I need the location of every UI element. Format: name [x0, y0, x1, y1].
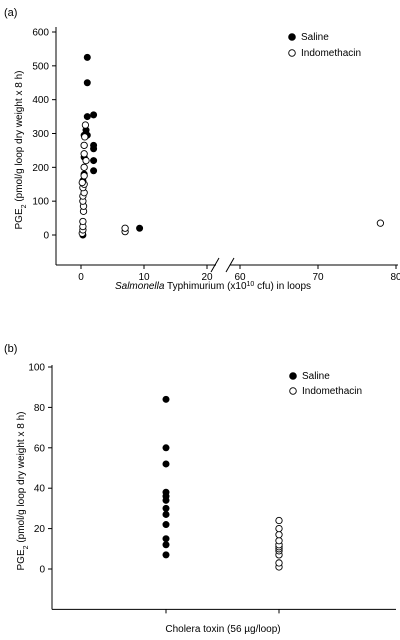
panel-b-points — [162, 395, 283, 571]
panel-b-indomethacin-point — [275, 531, 283, 539]
panel-b-saline-point — [162, 535, 170, 543]
panel-b-y-tick-label: 40 — [34, 484, 46, 495]
panel-a-indomethacin-point — [79, 217, 87, 226]
panel-a-y-axis-label: PGE2 (pmol/g loop dry weight x 8 h) — [14, 71, 28, 230]
panel-a-label: (a) — [4, 7, 17, 19]
panel-a-indomethacin-point — [81, 121, 90, 129]
panel-a-indomethacin-point — [121, 224, 129, 232]
legend-b-saline-label: Saline — [302, 371, 330, 382]
panel-a-x-tick-label: 0 — [78, 272, 84, 283]
panel-a-x-tick-label: 70 — [312, 272, 324, 283]
panel-a-saline-point — [90, 141, 98, 149]
panel-a-axis-break-left — [210, 257, 220, 273]
panel-b-y-tick-label: 60 — [34, 443, 46, 454]
panel-b-y-tick-label: 0 — [39, 565, 45, 576]
panel-b-indomethacin-point — [275, 537, 283, 545]
legend-a-indomethacin-marker — [288, 49, 296, 57]
panel-a-indomethacin-point — [376, 219, 385, 227]
panel-a-saline-point — [90, 167, 98, 175]
panel-b-saline-point — [162, 488, 170, 496]
panel-a-saline-point — [83, 79, 91, 87]
panel-b-saline-point — [162, 460, 170, 468]
panel-b-saline-point — [162, 541, 170, 549]
panel-b-indomethacin-point — [275, 559, 283, 567]
panel-b-indomethacin-point — [275, 516, 283, 525]
panel-a-x-tick-label: 60 — [234, 272, 246, 283]
panel-b-saline-point — [162, 510, 170, 518]
panel-a-saline-point — [83, 113, 91, 121]
panel-a-saline-point — [90, 111, 98, 119]
panel-b-legend: Saline Indomethacin — [289, 371, 362, 397]
panel-b-plot: 0 20 40 60 80 100 — [28, 363, 396, 614]
panel-a-y-tick-label: 500 — [32, 61, 49, 72]
panel-a-x-tick-label: 20 — [201, 272, 213, 283]
panel-b-y-tick-label: 20 — [34, 524, 46, 535]
panel-b-saline-point — [162, 521, 170, 529]
panel-a-axis-break-right — [225, 257, 235, 273]
legend-a-saline-marker — [288, 33, 296, 41]
panel-a-saline-point — [90, 157, 98, 165]
panel-b-saline-point — [162, 551, 170, 559]
panel-a-x-axis-label: Salmonella Typhimurium (x1010 cfu) in lo… — [115, 281, 311, 293]
panel-b-axes: 0 20 40 60 80 100 — [28, 363, 396, 614]
panel-a-x-tick-label: 80 — [390, 272, 400, 283]
legend-b-saline-marker — [289, 372, 297, 380]
panel-b-y-tick-label: 100 — [28, 363, 45, 374]
panel-a-indomethacin-point — [82, 156, 90, 165]
panel-a-indomethacin-point — [81, 133, 89, 141]
panel-b-y-axis-label: PGE2 (pmol/g loop dry weight x 8 h) — [16, 412, 30, 571]
legend-b-indomethacin-marker — [289, 387, 297, 395]
legend-a-saline-label: Saline — [301, 32, 329, 43]
panel-b-x-axis-label: Cholera toxin (56 µg/loop) — [165, 624, 280, 635]
panel-b-saline-point — [162, 504, 170, 512]
panel-a-points — [78, 53, 385, 239]
panel-a-y-tick-label: 300 — [32, 129, 49, 140]
panel-a-x-tick-label: 10 — [138, 272, 150, 283]
panel-a-indomethacin-point — [80, 172, 88, 180]
panel-a-indomethacin-point — [80, 141, 88, 149]
panel-b-y-tick-label: 80 — [34, 403, 46, 414]
panel-a-plot: 0 100 200 300 400 500 600 0 10 20 60 70 80 — [32, 27, 400, 283]
panel-a-y-tick-label: 100 — [32, 197, 49, 208]
panel-b-saline-point — [162, 395, 170, 403]
panel-a-y-tick-label: 0 — [43, 231, 49, 242]
legend-a-indomethacin-label: Indomethacin — [301, 48, 361, 59]
panel-a-indomethacin-point — [78, 178, 86, 187]
panel-b-label: (b) — [4, 343, 17, 355]
legend-b-indomethacin-label: Indomethacin — [302, 386, 362, 397]
panel-a-y-tick-label: 400 — [32, 95, 49, 106]
panel-a-y-tick-label: 600 — [32, 28, 49, 39]
panel-a-y-tick-label: 200 — [32, 163, 49, 174]
panel-a-indomethacin-point — [80, 163, 88, 171]
panel-b-indomethacin-point — [275, 524, 283, 533]
panel-a-saline-point — [83, 53, 91, 61]
panel-a-axes: 0 100 200 300 400 500 600 0 10 20 60 70 80 — [32, 27, 400, 283]
panel-b-saline-point — [162, 444, 170, 452]
panel-a-indomethacin-point — [80, 150, 88, 158]
panel-a-legend: Saline Indomethacin — [288, 32, 361, 59]
panel-a-saline-point — [136, 224, 144, 232]
